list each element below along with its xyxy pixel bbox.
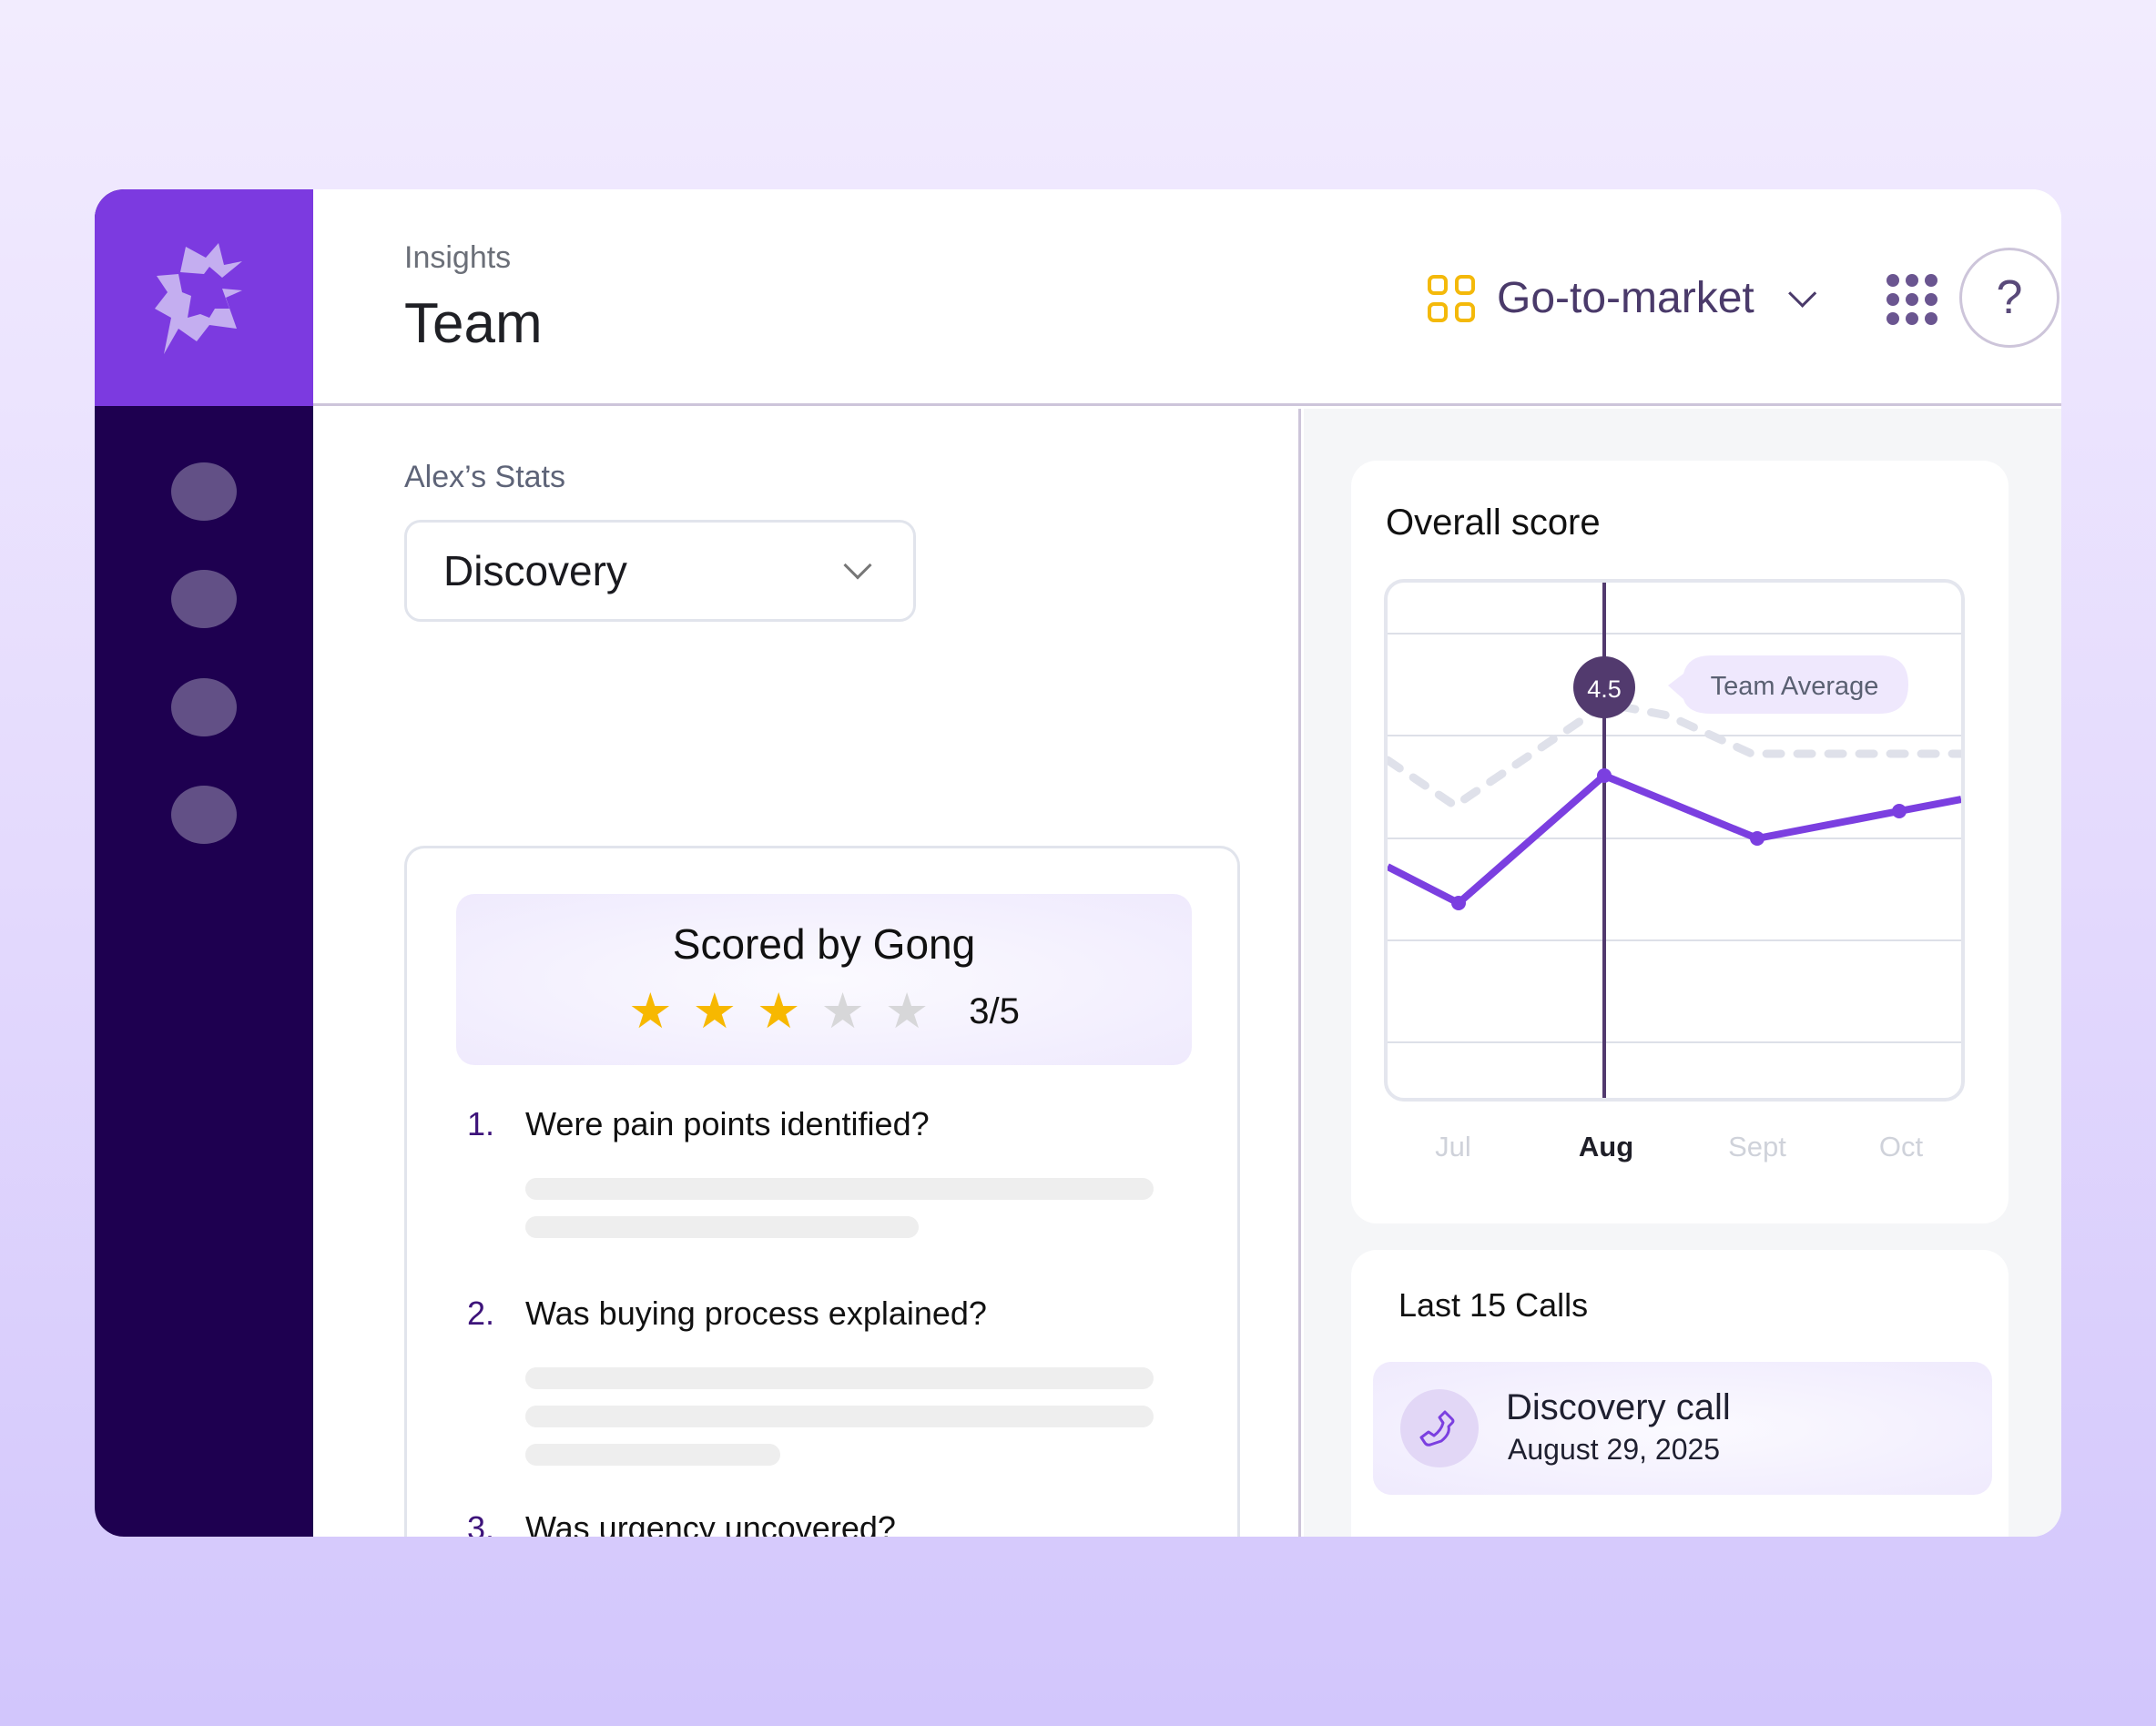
workspace-grid-icon <box>1428 274 1475 322</box>
scored-summary: Scored by Gong ★ ★ ★ ★ ★ 3/5 <box>456 894 1192 1065</box>
answer-placeholder <box>525 1178 1154 1200</box>
chevron-down-icon <box>843 551 872 580</box>
workspace-selector[interactable]: Go-to-market <box>1428 273 1816 323</box>
sidebar-item-3[interactable] <box>171 678 237 736</box>
x-axis-label-active[interactable]: Aug <box>1578 1131 1634 1163</box>
answer-placeholder <box>525 1216 919 1238</box>
scorecard-panel: Scored by Gong ★ ★ ★ ★ ★ 3/5 1. Were pain… <box>404 846 1240 1537</box>
logo-block[interactable] <box>95 189 313 406</box>
insights-pane: Overall score <box>1304 409 2061 1537</box>
chevron-down-icon <box>1787 279 1816 308</box>
page-title: Team <box>404 292 543 355</box>
scored-title: Scored by Gong <box>672 920 976 968</box>
sidebar-item-2[interactable] <box>171 570 237 628</box>
scorecard-dropdown[interactable]: Discovery <box>404 520 916 622</box>
workspace-label: Go-to-market <box>1497 274 1754 322</box>
call-title: Discovery call <box>1506 1387 1731 1427</box>
dropdown-value: Discovery <box>443 547 627 594</box>
line-chart: 4.5 Team Average <box>1388 583 1961 1098</box>
call-date: August 29, 2025 <box>1508 1433 1721 1466</box>
question-item[interactable]: 3. Was urgency uncovered? <box>467 1509 896 1537</box>
svg-text:4.5: 4.5 <box>1587 675 1622 703</box>
question-item[interactable]: 2. Was buying process explained? <box>467 1294 987 1332</box>
sidebar-item-4[interactable] <box>171 786 237 844</box>
overall-score-card: Overall score <box>1351 461 2009 1223</box>
star-empty-icon: ★ <box>884 984 930 1039</box>
call-list-item[interactable]: Discovery call August 29, 2025 <box>1373 1362 1992 1495</box>
last-calls-card: Last 15 Calls Discovery call August 29, … <box>1351 1250 2009 1537</box>
answer-placeholder <box>525 1367 1154 1389</box>
apps-grid-icon[interactable] <box>1886 274 1937 325</box>
app-window: Insights Team Go-to-market ? CM Alex’s S… <box>95 189 2061 1537</box>
phone-icon <box>1400 1389 1479 1467</box>
x-axis-label[interactable]: Sept <box>1728 1131 1786 1163</box>
star-filled-icon: ★ <box>756 984 801 1039</box>
help-button[interactable]: ? <box>1959 248 2059 348</box>
svg-text:Team Average: Team Average <box>1711 672 1879 701</box>
rating-text: 3/5 <box>969 990 1020 1031</box>
value-marker <box>1573 656 1635 718</box>
star-filled-icon: ★ <box>628 984 673 1039</box>
answer-placeholder <box>525 1406 1154 1427</box>
stats-pane: Alex’s Stats Discovery Scored by Gong ★ … <box>313 409 1301 1537</box>
star-empty-icon: ★ <box>820 984 865 1039</box>
question-item[interactable]: 1. Were pain points identified? <box>467 1105 930 1142</box>
x-axis-label[interactable]: Jul <box>1435 1131 1471 1163</box>
sidebar <box>95 189 313 1537</box>
gong-logo-icon <box>155 243 242 354</box>
question-mark-icon: ? <box>1996 271 2023 324</box>
card-title: Last 15 Calls <box>1398 1286 1589 1324</box>
score-chart[interactable]: 4.5 Team Average <box>1384 579 1965 1102</box>
stats-label: Alex’s Stats <box>404 460 566 494</box>
answer-placeholder <box>525 1444 780 1466</box>
x-axis-label[interactable]: Oct <box>1878 1131 1924 1163</box>
star-rating: ★ ★ ★ ★ ★ 3/5 <box>456 987 1192 1036</box>
header: Insights Team Go-to-market ? CM <box>313 189 2061 406</box>
breadcrumb[interactable]: Insights <box>404 240 512 275</box>
card-title: Overall score <box>1386 503 1601 543</box>
sidebar-item-1[interactable] <box>171 462 237 521</box>
star-filled-icon: ★ <box>692 984 737 1039</box>
